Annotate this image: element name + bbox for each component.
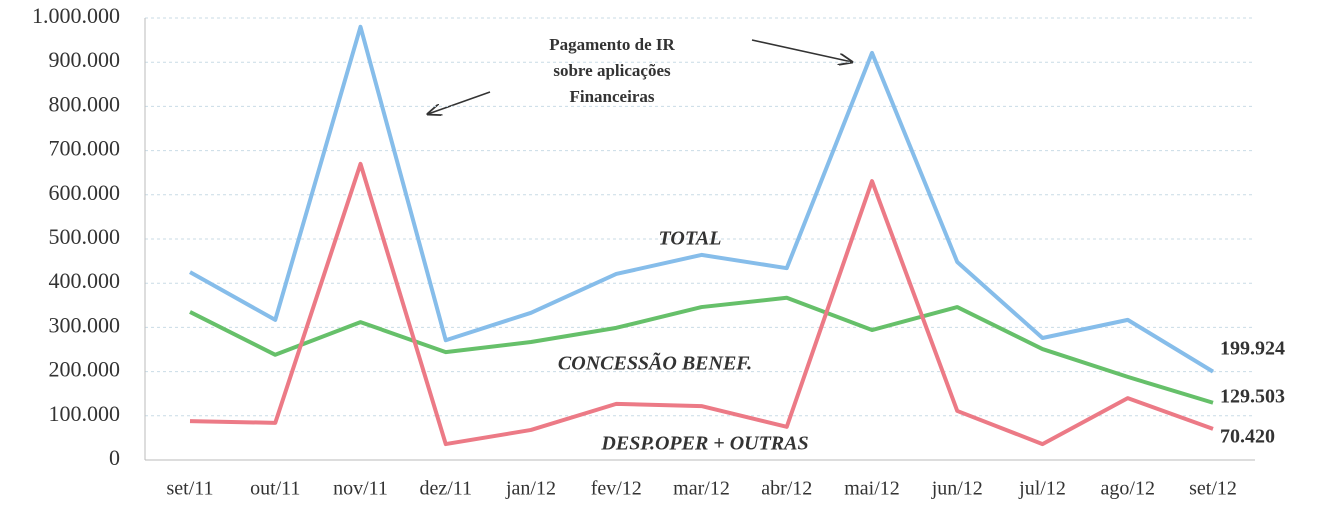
x-tick-label: jan/12 bbox=[505, 478, 556, 500]
x-tick-label: jun/12 bbox=[931, 478, 983, 500]
x-tick-label: jul/12 bbox=[1018, 478, 1066, 500]
x-tick-label: out/11 bbox=[250, 478, 300, 500]
x-tick-label: set/12 bbox=[1189, 478, 1237, 500]
series-label: DESP.OPER + OUTRAS bbox=[600, 433, 808, 455]
x-tick-label: mai/12 bbox=[844, 478, 900, 500]
series-label: CONCESSÃO BENEF. bbox=[558, 352, 752, 375]
x-tick-label: abr/12 bbox=[761, 478, 812, 500]
series-line bbox=[189, 24, 1215, 374]
x-tick-label: fev/12 bbox=[591, 478, 642, 500]
y-tick-label: 200.000 bbox=[49, 357, 121, 382]
x-tick-label: ago/12 bbox=[1101, 478, 1155, 500]
y-tick-label: 800.000 bbox=[49, 91, 121, 116]
x-tick-label: dez/11 bbox=[419, 478, 472, 500]
y-tick-label: 400.000 bbox=[49, 268, 121, 293]
y-tick-label: 300.000 bbox=[49, 312, 121, 337]
y-tick-label: 1.000.000 bbox=[32, 3, 120, 28]
x-tick-label: set/11 bbox=[166, 478, 213, 500]
arrow bbox=[428, 91, 491, 114]
series-label: TOTAL bbox=[659, 228, 722, 250]
data-label: 129.503 bbox=[1220, 386, 1285, 408]
x-tick-label: mar/12 bbox=[673, 478, 730, 500]
x-tick-label: nov/11 bbox=[333, 478, 388, 500]
y-tick-label: 0 bbox=[109, 445, 120, 470]
y-tick-label: 500.000 bbox=[49, 224, 121, 249]
data-label: 70.420 bbox=[1220, 426, 1275, 448]
y-tick-label: 600.000 bbox=[49, 180, 121, 205]
annotation: sobre aplicações bbox=[553, 61, 671, 80]
series-line bbox=[189, 295, 1214, 405]
y-tick-label: 100.000 bbox=[49, 401, 121, 426]
annotation: Financeiras bbox=[570, 87, 655, 106]
annotation: Pagamento de IR bbox=[549, 35, 675, 54]
arrow bbox=[751, 39, 852, 62]
data-label: 199.924 bbox=[1220, 338, 1285, 360]
y-tick-label: 900.000 bbox=[49, 47, 121, 72]
y-tick-label: 700.000 bbox=[49, 136, 121, 161]
series-line bbox=[189, 161, 1214, 447]
